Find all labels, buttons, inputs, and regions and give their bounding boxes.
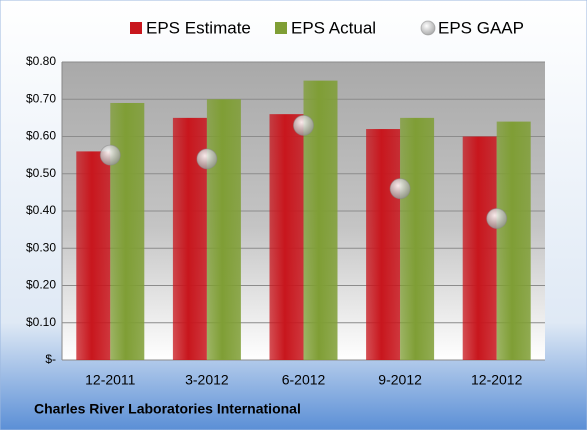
bar (76, 151, 111, 360)
y-tick-label: $0.70 (26, 91, 56, 105)
point (196, 148, 218, 170)
chart-title: Charles River Laboratories International (34, 401, 301, 417)
legend-swatch (420, 20, 436, 36)
x-tick-label: 12-2012 (471, 372, 523, 388)
legend-swatch (275, 22, 287, 34)
bar (269, 114, 304, 361)
x-tick-label: 9-2012 (378, 372, 422, 388)
y-tick-label: $0.30 (26, 240, 56, 254)
legend-swatch (130, 22, 142, 34)
x-tick-label: 12-2011 (85, 372, 136, 388)
point (99, 144, 121, 166)
x-tick-label: 3-2012 (185, 372, 229, 388)
y-tick-label: $0.60 (26, 129, 56, 143)
bar (110, 102, 145, 360)
bar (206, 99, 241, 360)
y-tick-label: $0.40 (26, 203, 56, 217)
y-tick-label: $- (45, 352, 56, 366)
bar (496, 121, 531, 360)
bar (400, 117, 435, 360)
bar (462, 136, 497, 360)
bar (366, 129, 401, 360)
point (389, 178, 411, 200)
legend-label: EPS GAAP (438, 18, 524, 37)
legend-label: EPS Actual (291, 18, 376, 37)
y-tick-label: $0.80 (26, 54, 56, 68)
y-tick-label: $0.50 (26, 166, 56, 180)
point (486, 207, 508, 229)
y-tick-label: $0.10 (26, 315, 56, 329)
x-tick-label: 6-2012 (282, 372, 326, 388)
point (293, 114, 314, 136)
y-tick-label: $0.20 (26, 278, 56, 292)
legend-label: EPS Estimate (146, 18, 251, 37)
